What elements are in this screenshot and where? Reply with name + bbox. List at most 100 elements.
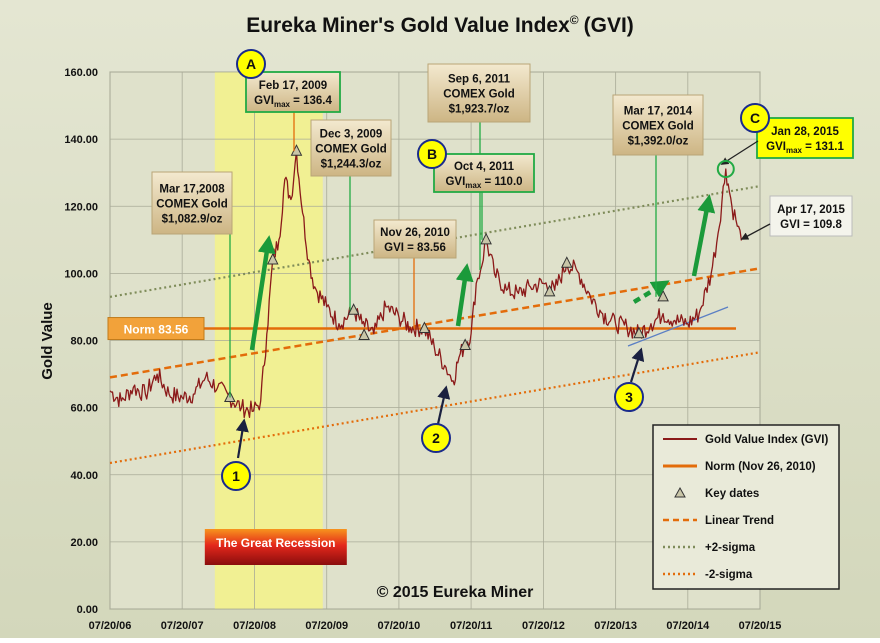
callout-feb2009-box (245, 71, 341, 113)
y-tick-label: 160.00 (64, 67, 98, 79)
key-date-marker (633, 326, 645, 339)
arrow-jan2015 (720, 140, 759, 165)
callout-mar2008-line: $1,082.9/oz (162, 214, 223, 226)
chart-title-text: Eureka Miner's Gold Value Index (246, 14, 570, 37)
callout-sep2011-line: $1,923.7/oz (449, 104, 510, 116)
legend-swatch-marker (674, 486, 686, 498)
key-date-marker (266, 252, 279, 265)
legend-label: Linear Trend (705, 515, 774, 527)
callout-apr2015-line: Apr 17, 2015 (777, 204, 845, 216)
legend-label: Key dates (705, 488, 759, 500)
x-tick-label: 07/20/08 (233, 620, 276, 632)
legend-label: +2-sigma (705, 542, 756, 554)
recovery-arrow-3a (632, 280, 670, 304)
x-tick-label: 07/20/14 (666, 620, 710, 632)
y-tick-label: 140.00 (64, 134, 98, 146)
callout-oct2011-date: Oct 4, 2011 (454, 161, 515, 173)
recession-label-box (204, 529, 347, 565)
x-tick-label: 07/20/13 (594, 620, 637, 632)
gvi-value: = 110.0 (481, 176, 522, 188)
callout-mar2008-line: Mar 17,2008 (159, 184, 225, 196)
callout-jan2015-box (756, 117, 854, 159)
marker-3 (614, 382, 644, 412)
y-tick-label: 100.00 (64, 268, 98, 280)
callout-mar2014-line: COMEX Gold (622, 121, 694, 133)
callout-apr2015-box (769, 195, 853, 237)
gvi-prefix: GVI (766, 141, 786, 153)
copyright-text: © 2015 Eureka Miner (377, 584, 534, 601)
key-date-marker (358, 328, 370, 340)
key-date-marker (418, 321, 431, 334)
key-date-marker (480, 232, 492, 245)
key-date-marker (560, 256, 573, 268)
marker-1 (221, 461, 251, 491)
x-tick-label: 07/20/07 (161, 620, 204, 632)
callout-mar2008-line: COMEX Gold (156, 199, 228, 211)
gvi-subscript: max (465, 181, 482, 190)
y-axis-label: Gold Value (39, 302, 56, 380)
legend-label: Gold Value Index (GVI) (705, 434, 828, 446)
callout-mar2014-line: Mar 17, 2014 (624, 106, 693, 118)
callout-feb2009-date: Feb 17, 2009 (259, 80, 327, 92)
callout-dec2009-line: $1,244.3/oz (321, 159, 382, 171)
x-tick-label: 07/20/09 (305, 620, 348, 632)
legend-box (652, 424, 840, 590)
marker-2 (421, 423, 451, 453)
recovery-arrow-3b (691, 194, 716, 277)
callout-feb2009-value: GVImax = 136.4 (254, 95, 332, 109)
key-date-marker (543, 284, 556, 297)
y-tick-label: 60.00 (70, 403, 98, 415)
callout-nov2010-box (373, 219, 457, 259)
norm-label-box (107, 317, 205, 341)
title-copyright-mark: © (570, 13, 579, 27)
callout-mar2014-box (612, 94, 704, 156)
arrow-marker-1 (235, 418, 249, 459)
x-tick-label: 07/20/10 (377, 620, 420, 632)
recession-label: The Great Recession (216, 536, 335, 550)
marker-C (740, 103, 770, 133)
callout-jan2015-date: Jan 28, 2015 (771, 126, 839, 138)
arrow-apr2015 (740, 223, 771, 240)
key-date-marker (347, 303, 360, 315)
callout-nov2010-line: Nov 26, 2010 (380, 227, 450, 239)
marker-B (417, 139, 447, 169)
arrow-marker-3 (629, 347, 645, 383)
callout-dec2009-line: COMEX Gold (315, 144, 387, 156)
title-suffix: (GVI) (584, 14, 634, 37)
y-tick-label: 20.00 (70, 537, 98, 549)
gvi-prefix: GVI (445, 176, 465, 188)
callout-oct2011-value: GVImax = 110.0 (445, 176, 522, 190)
arrow-marker-2 (436, 385, 451, 425)
plot-area: 0.00 20.00 40.00 60.00 80.00 100.00 120.00 140.… (64, 49, 854, 632)
x-tick-label: 07/20/12 (522, 620, 565, 632)
chart-title: Eureka Miner's Gold Value Index© (GVI) (246, 13, 634, 37)
gvi-subscript: max (274, 100, 291, 109)
marker-B-label: B (427, 146, 437, 162)
key-date-marker (459, 338, 471, 351)
callout-mar2008-box (151, 171, 233, 235)
marker-C-label: C (750, 110, 760, 126)
norm-label: Norm 83.56 (124, 323, 189, 337)
y-tick-label: 120.00 (64, 201, 98, 213)
callout-sep2011-line: Sep 6, 2011 (448, 74, 511, 86)
gvi-value: = 131.1 (802, 141, 844, 153)
callout-sep2011-line: COMEX Gold (443, 89, 515, 101)
x-tick-label: 07/20/15 (739, 620, 782, 632)
peak-highlight-circle (716, 159, 735, 178)
callout-sep2011-box (427, 63, 531, 123)
marker-A-label: A (246, 56, 256, 72)
gvi-value: = 136.4 (290, 95, 332, 107)
gvi-subscript: max (786, 146, 803, 155)
marker-1-label: 1 (232, 468, 240, 484)
x-tick-label: 07/20/06 (89, 620, 132, 632)
marker-2-label: 2 (432, 430, 440, 446)
x-tick-label: 07/20/11 (450, 620, 492, 632)
y-tick-label: 0.00 (77, 604, 98, 616)
callout-dec2009-box (310, 119, 392, 177)
legend-label: -2-sigma (705, 569, 753, 581)
recovery-arrow-1 (249, 235, 276, 351)
callout-nov2010-line: GVI = 83.56 (384, 242, 446, 254)
callout-jan2015-value: GVImax = 131.1 (766, 141, 844, 155)
